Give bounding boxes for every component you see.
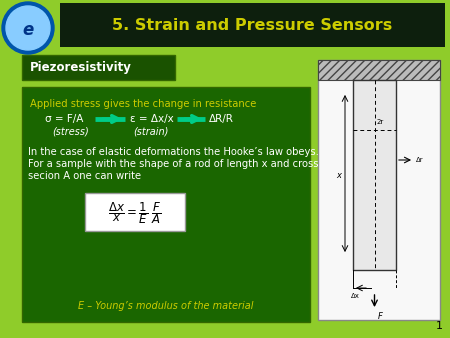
Text: Δx: Δx: [351, 293, 360, 299]
Text: ΔR/R: ΔR/R: [209, 114, 234, 124]
Text: (strain): (strain): [133, 127, 168, 137]
Text: (stress): (stress): [52, 127, 89, 137]
Text: For a sample with the shape of a rod of length x and cross: For a sample with the shape of a rod of …: [28, 159, 319, 169]
Text: F: F: [378, 312, 382, 321]
Text: secion A one can write: secion A one can write: [28, 171, 141, 181]
Bar: [353, 80, 396, 270]
Bar: [318, 60, 440, 80]
Circle shape: [6, 6, 50, 50]
Text: e: e: [22, 21, 34, 39]
Text: Δr: Δr: [416, 157, 423, 163]
Text: σ = F/A: σ = F/A: [45, 114, 83, 124]
Bar: [22, 55, 175, 80]
Text: Piezoresistivity: Piezoresistivity: [30, 62, 132, 74]
Bar: [318, 60, 440, 320]
Text: Applied stress gives the change in resistance: Applied stress gives the change in resis…: [30, 99, 256, 109]
Text: 5. Strain and Pressure Sensors: 5. Strain and Pressure Sensors: [112, 19, 392, 33]
Text: x: x: [337, 170, 342, 179]
Text: E – Young’s modulus of the material: E – Young’s modulus of the material: [78, 301, 254, 311]
Text: 1: 1: [436, 321, 443, 331]
Circle shape: [2, 2, 54, 54]
Bar: [22, 87, 310, 322]
Text: ε = Δx/x: ε = Δx/x: [130, 114, 174, 124]
Text: In the case of elastic deformations the Hooke’s law obeys.: In the case of elastic deformations the …: [28, 147, 319, 157]
Bar: [85, 193, 185, 231]
Text: $\dfrac{\Delta x}{x} = \dfrac{1}{E}\ \dfrac{F}{A}$: $\dfrac{\Delta x}{x} = \dfrac{1}{E}\ \df…: [108, 200, 162, 226]
Text: 2r: 2r: [377, 119, 384, 125]
Bar: [60, 3, 445, 47]
